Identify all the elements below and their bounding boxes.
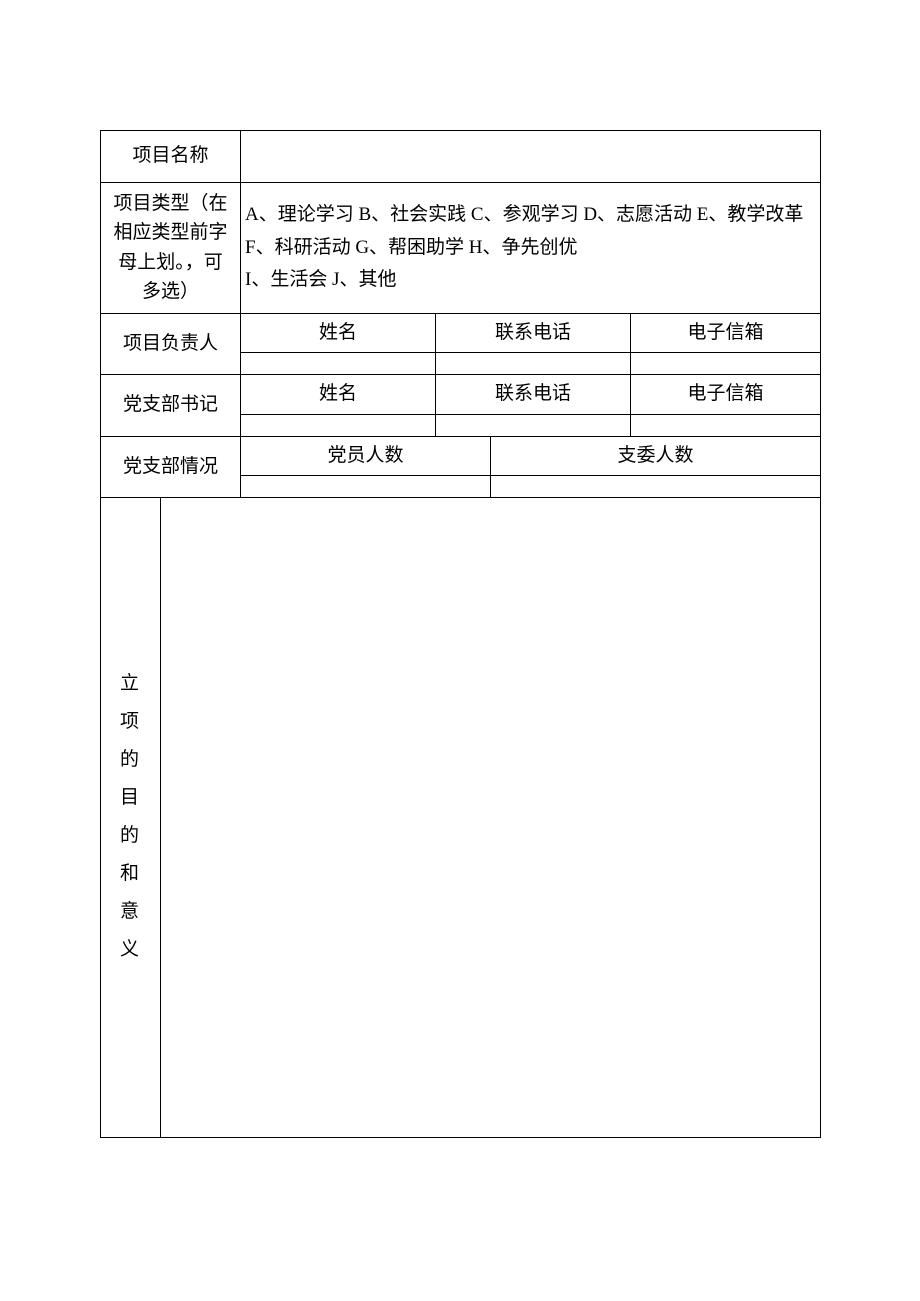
form-page: 项目名称 项目类型（在相应类型前字母上划。，可多选） A、理论学习 B、社会实践…: [100, 130, 820, 1138]
project-type-options-line2: I、生活会 J、其他: [245, 269, 396, 290]
branch-secretary-label: 党支部书记: [101, 375, 241, 436]
purpose-label-l1: 立: [107, 665, 154, 703]
leader-email-value[interactable]: [631, 353, 821, 375]
project-type-options[interactable]: A、理论学习 B、社会实践 C、参观学习 D、志愿活动 E、教学改革 F、科研活…: [241, 183, 821, 314]
project-name-label: 项目名称: [101, 131, 241, 183]
status-committee-value[interactable]: [491, 475, 821, 497]
purpose-label: 立 项 的 目 的 和 意 义: [101, 497, 161, 1137]
form-table: 项目名称 项目类型（在相应类型前字母上划。，可多选） A、理论学习 B、社会实践…: [100, 130, 821, 1138]
purpose-label-l4: 和 意: [107, 855, 154, 931]
secretary-col-phone: 联系电话: [436, 375, 631, 414]
purpose-content[interactable]: [161, 497, 821, 1137]
project-name-value[interactable]: [241, 131, 821, 183]
secretary-col-name: 姓名: [241, 375, 436, 414]
leader-col-phone: 联系电话: [436, 313, 631, 352]
secretary-email-value[interactable]: [631, 414, 821, 436]
project-type-options-line1: A、理论学习 B、社会实践 C、参观学习 D、志愿活动 E、教学改革 F、科研活…: [245, 204, 803, 257]
leader-name-value[interactable]: [241, 353, 436, 375]
branch-status-label: 党支部情况: [101, 436, 241, 497]
project-type-label: 项目类型（在相应类型前字母上划。，可多选）: [101, 183, 241, 314]
secretary-phone-value[interactable]: [436, 414, 631, 436]
leader-col-name: 姓名: [241, 313, 436, 352]
secretary-col-email: 电子信箱: [631, 375, 821, 414]
purpose-label-l2: 项 的: [107, 703, 154, 779]
status-members-value[interactable]: [241, 475, 491, 497]
project-leader-label: 项目负责人: [101, 313, 241, 374]
leader-phone-value[interactable]: [436, 353, 631, 375]
purpose-label-l3: 目 的: [107, 779, 154, 855]
status-col-members: 党员人数: [241, 436, 491, 475]
secretary-name-value[interactable]: [241, 414, 436, 436]
leader-col-email: 电子信箱: [631, 313, 821, 352]
status-col-committee: 支委人数: [491, 436, 821, 475]
purpose-label-l5: 义: [107, 931, 154, 969]
